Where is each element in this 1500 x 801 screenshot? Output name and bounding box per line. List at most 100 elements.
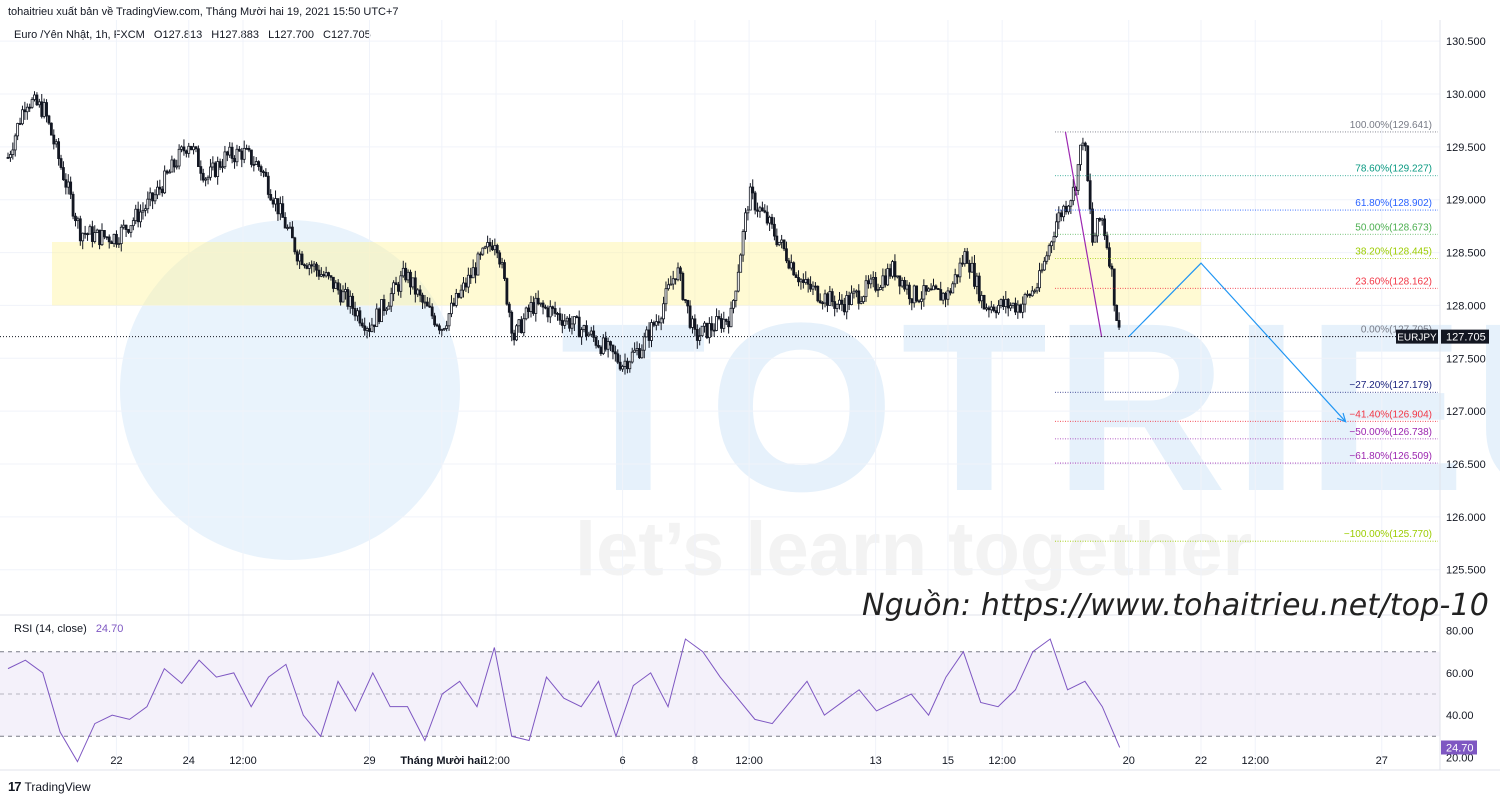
candle-body <box>669 283 673 286</box>
time-tick-label: 22 <box>1195 755 1207 767</box>
candle-body <box>818 300 822 304</box>
candle-body <box>423 301 427 304</box>
candle-body <box>9 154 12 159</box>
candle-body <box>286 227 289 229</box>
time-tick-label: 27 <box>1376 755 1388 767</box>
fib-level-label: −100.00%(125.770) <box>1344 529 1432 540</box>
candle-body <box>992 306 996 312</box>
candle-body <box>671 278 675 285</box>
candle-body <box>153 194 157 202</box>
candle-body <box>722 318 726 329</box>
candle-body <box>131 220 135 227</box>
rsi-legend[interactable]: RSI (14, close) 24.70 <box>14 623 123 635</box>
candle-body <box>1045 255 1049 262</box>
candle-body <box>623 360 627 367</box>
tradingview-logo-icon: 17 <box>8 779 22 794</box>
candle-body <box>507 303 511 313</box>
candle-body <box>1081 142 1085 146</box>
candle-body <box>377 308 381 323</box>
candle-body <box>168 171 171 174</box>
candle-body <box>86 233 89 236</box>
candle-body <box>115 233 118 245</box>
candle-body <box>539 302 543 305</box>
candle-body <box>609 341 612 346</box>
candle-body <box>891 261 894 277</box>
time-tick-label: 20 <box>1123 755 1135 767</box>
candle-body <box>700 325 704 337</box>
candle-body <box>941 292 945 301</box>
candle-body <box>541 302 545 308</box>
candle-body <box>859 301 863 304</box>
candle-body <box>52 134 56 145</box>
symbol-tag-bg <box>1396 329 1438 344</box>
candle-body <box>758 207 762 212</box>
price-tick-label: 128.500 <box>1446 248 1486 260</box>
time-tick-label: 24 <box>183 755 195 767</box>
rsi-line <box>7 638 1121 763</box>
candle-body <box>1033 290 1037 293</box>
candle-body <box>657 321 661 324</box>
candle-body <box>368 328 371 332</box>
rsi-title: RSI (14, close) <box>14 623 87 635</box>
candle-body <box>360 322 364 327</box>
candle-body <box>194 146 198 150</box>
candle-body <box>710 323 714 331</box>
footer-brand[interactable]: TradingView <box>24 779 91 794</box>
candle-body <box>493 245 497 251</box>
candle-body <box>799 279 803 283</box>
candle-body <box>459 289 463 298</box>
candle-body <box>748 186 752 211</box>
candle-body <box>404 267 408 281</box>
candle-body <box>1093 235 1097 243</box>
candle-body <box>756 209 759 212</box>
candle-body <box>148 192 152 200</box>
candle-body <box>266 175 270 195</box>
candle-body <box>483 246 487 249</box>
candle-body <box>862 296 865 302</box>
candle-body <box>719 318 723 329</box>
candle-body <box>69 181 73 195</box>
candle-body <box>999 299 1003 306</box>
candle-body <box>6 157 10 159</box>
candle-body <box>474 267 477 276</box>
candle-body <box>785 248 788 262</box>
candle-body <box>982 295 986 310</box>
candle-body <box>575 316 579 318</box>
candle-body <box>78 218 82 242</box>
candle-body <box>1100 218 1104 221</box>
rsi-axis[interactable]: 20.00 40.00 60.00 80.00 24.70 <box>1441 626 1477 765</box>
time-tick-label: 12:00 <box>735 755 763 767</box>
candle-body <box>524 307 528 320</box>
candle-body <box>45 102 48 117</box>
candle-body <box>597 344 600 348</box>
candle-body <box>495 245 499 254</box>
candle-body <box>62 167 65 181</box>
annotations: EURJPY 127.705 <box>0 262 1489 423</box>
price-axis[interactable]: 125.500 126.000 126.500 127.000 127.500 128.0… <box>1446 36 1486 577</box>
candle-body <box>582 325 586 331</box>
symbol-name[interactable]: Euro /Yên Nhật, 1h, FXCM <box>14 29 145 41</box>
candle-body <box>406 271 410 281</box>
candle-body <box>1006 298 1010 309</box>
candle-body <box>57 141 61 159</box>
candle-body <box>54 141 58 145</box>
candle-body <box>912 285 916 304</box>
publisher-line: tohaitrieu xuất bản về TradingView.com, … <box>8 6 399 18</box>
candle-body <box>184 150 188 154</box>
candle-body <box>652 322 656 326</box>
candle-body <box>647 329 651 341</box>
candle-body <box>621 366 624 370</box>
candle-body <box>864 280 868 298</box>
fib-anchor-line <box>1064 131 1103 337</box>
candle-body <box>679 267 682 274</box>
candle-body <box>806 279 810 285</box>
candle-body <box>290 226 294 239</box>
candle-body <box>809 283 812 290</box>
candle-body <box>442 328 446 331</box>
candle-body <box>842 304 846 313</box>
candle-body <box>199 166 203 174</box>
candle-body <box>310 264 314 267</box>
candle-body <box>384 308 388 312</box>
